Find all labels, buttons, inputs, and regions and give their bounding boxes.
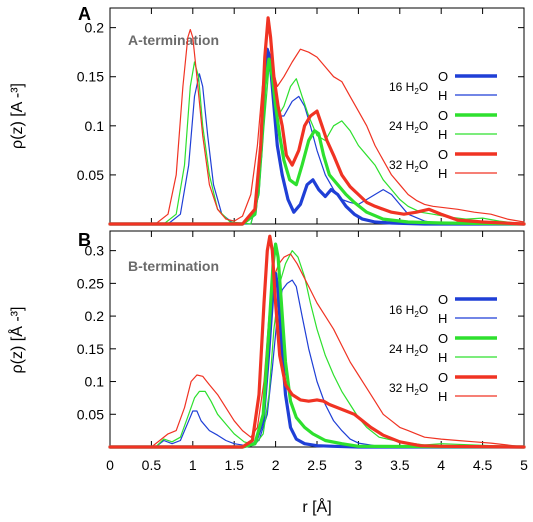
y-tick-label: 0.1 xyxy=(85,374,105,390)
panel-b-ylabel: ρ(z) [Å -³] xyxy=(7,307,26,374)
x-tick-label: 0.5 xyxy=(142,457,162,473)
legend-label: 24 H2O xyxy=(389,119,428,135)
panel-b-series xyxy=(108,234,526,449)
x-tick-label: 1.5 xyxy=(224,457,244,473)
panel-b-letter: B xyxy=(78,230,91,250)
panel-a-yticks: 0.05 0.1 0.15 0.2 xyxy=(77,20,524,183)
y-tick-label: 0.2 xyxy=(85,20,105,36)
panel-b: B B-termination ρ(z) [Å -³] 0.050.10.150… xyxy=(7,230,526,449)
x-tick-label: 2 xyxy=(272,457,280,473)
y-tick-label: 0.15 xyxy=(77,341,104,357)
legend-marker-h: H xyxy=(438,350,447,365)
panel-b-title: B-termination xyxy=(128,258,219,274)
series-line-red-o xyxy=(108,16,526,226)
series-line-red-o xyxy=(108,234,526,449)
x-axis-label: r [Å] xyxy=(302,497,331,516)
panel-b-yticks: 0.05 0.1 0.15 0.2 0.25 0.3 xyxy=(77,243,524,422)
y-tick-label: 0.15 xyxy=(77,69,104,85)
x-tick-label: 5 xyxy=(520,457,528,473)
series-line-blue-h xyxy=(109,279,525,448)
y-tick-label: 0.25 xyxy=(77,275,104,291)
series-line-red-h xyxy=(109,253,525,448)
series-line-red-h xyxy=(109,29,525,225)
panel-a-ylabel: ρ(z) [A -³] xyxy=(9,83,26,149)
legend-marker-o: O xyxy=(438,292,448,307)
panel-a-letter: A xyxy=(78,4,91,24)
x-tick-label: 3 xyxy=(355,457,363,473)
legend-label: 32 H2O xyxy=(389,158,428,174)
x-tick-label: 4 xyxy=(437,457,445,473)
y-tick-label: 0.05 xyxy=(77,406,104,422)
legend-label: 24 H2O xyxy=(389,342,428,358)
series-line-green-o xyxy=(108,242,526,449)
legend-marker-o: O xyxy=(438,370,448,385)
series-line-green-h xyxy=(109,61,525,225)
series-line-green-o xyxy=(108,57,526,226)
x-tick-label: 3.5 xyxy=(390,457,410,473)
legend-marker-o: O xyxy=(438,108,448,123)
legend-marker-h: H xyxy=(438,88,447,103)
legend-marker-h: H xyxy=(438,127,447,142)
y-tick-label: 0.3 xyxy=(85,243,105,259)
x-tick-label: 4.5 xyxy=(473,457,493,473)
x-tick-label: 0 xyxy=(106,457,114,473)
legend-marker-h: H xyxy=(438,311,447,326)
panel-a-title: A-termination xyxy=(128,32,219,48)
y-tick-label: 0.05 xyxy=(77,167,104,183)
y-tick-label: 0.1 xyxy=(85,118,105,134)
series-line-green-h xyxy=(109,250,525,448)
series-line-blue-h xyxy=(109,51,525,225)
legend-label: 32 H2O xyxy=(389,381,428,397)
panel-a-series xyxy=(108,16,526,226)
panel-a: A A-termination ρ(z) [A -³] 0.050.10.150… xyxy=(9,4,526,226)
legend-label: 16 H2O xyxy=(389,303,428,319)
legend-marker-o: O xyxy=(438,331,448,346)
x-tick-label: 2.5 xyxy=(307,457,327,473)
x-tick-label: 1 xyxy=(189,457,197,473)
y-tick-label: 0.2 xyxy=(85,308,105,324)
x-axis-ticklabels: 0 0.5 1 1.5 2 2.5 3 3.5 4 4.5 5 xyxy=(106,457,528,473)
legend-marker-h: H xyxy=(438,389,447,404)
legend-marker-h: H xyxy=(438,166,447,181)
legend-marker-o: O xyxy=(438,69,448,84)
legend-marker-o: O xyxy=(438,147,448,162)
legend-label: 16 H2O xyxy=(389,80,428,96)
